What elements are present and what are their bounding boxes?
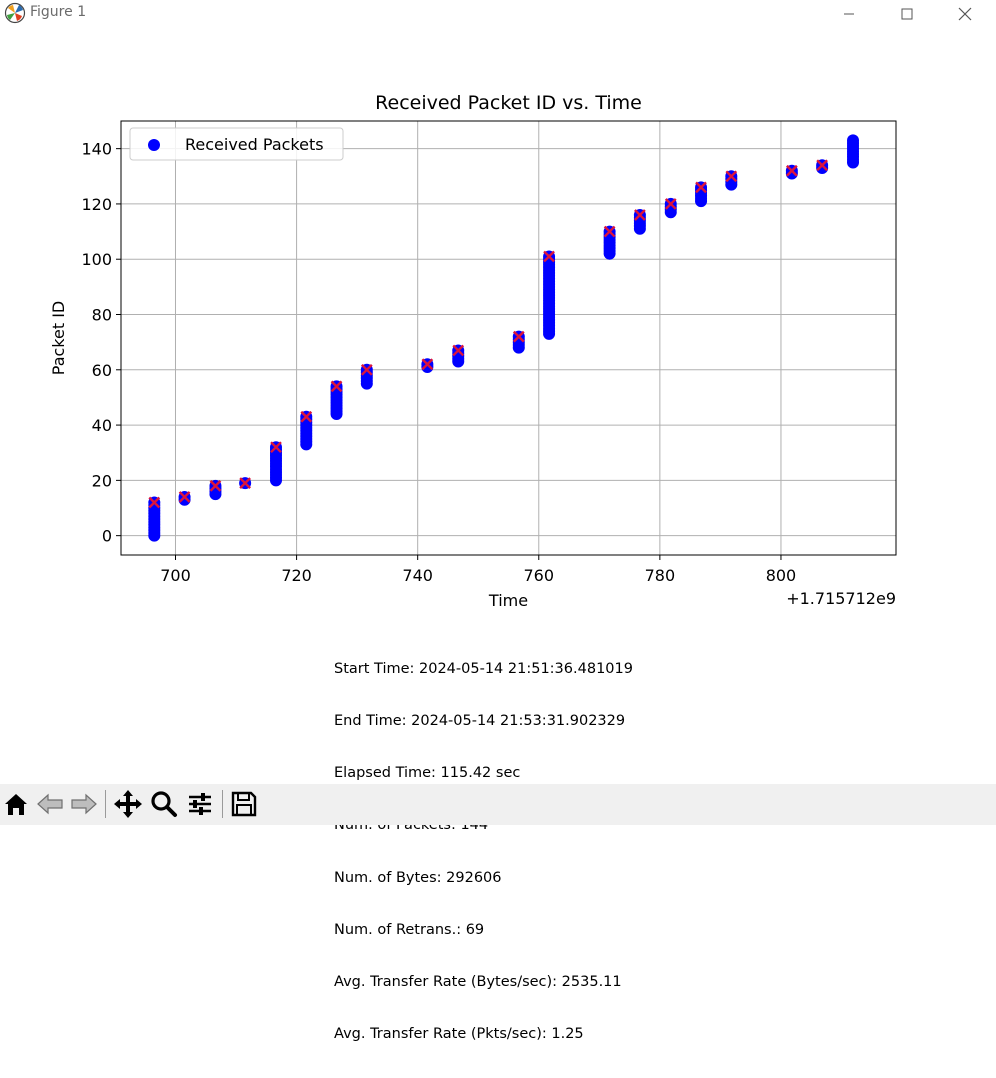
minimize-button[interactable]	[826, 0, 872, 28]
retransmitted-packet-point	[300, 410, 313, 423]
x-tick-label: 780	[645, 566, 676, 585]
y-tick-label: 0	[102, 527, 112, 546]
legend: Received Packets	[129, 127, 344, 161]
save-floppy-icon	[231, 791, 257, 817]
pan-button[interactable]	[112, 788, 144, 820]
retransmitted-packet-point	[603, 225, 616, 238]
forward-button[interactable]	[68, 788, 100, 820]
close-button[interactable]	[942, 0, 988, 28]
y-axis-label: Packet ID	[49, 301, 68, 375]
scatter-chart: 700 720 740 760 780 800 0 20 40 60 80 100 120 140 Rec…	[49, 92, 897, 610]
x-axis-label: Time	[488, 591, 528, 610]
x-axis-offset-label: +1.715712e9	[786, 589, 896, 608]
x-tick-label: 720	[281, 566, 312, 585]
y-tick-label: 20	[92, 471, 112, 490]
retransmitted-packet-point	[209, 480, 222, 492]
stat-num-bytes: Num. of Bytes: 292606	[334, 869, 502, 886]
retransmitted-packet-point	[239, 477, 251, 489]
stat-avg-rate-bytes: Avg. Transfer Rate (Bytes/sec): 2535.11	[334, 974, 622, 991]
x-tick-label: 800	[766, 566, 797, 585]
back-button[interactable]	[34, 788, 66, 820]
legend-label-received-packets: Received Packets	[185, 135, 324, 154]
minimize-icon	[844, 13, 854, 15]
stat-avg-rate-pkts: Avg. Transfer Rate (Pkts/sec): 1.25	[334, 1026, 584, 1043]
pan-move-icon	[114, 790, 142, 818]
zoom-button[interactable]	[148, 788, 180, 820]
toolbar-separator	[222, 790, 223, 818]
retransmitted-packet-point	[786, 164, 798, 177]
home-icon	[5, 794, 27, 815]
subplot-sliders-icon	[189, 793, 211, 815]
window-titlebar: Figure 1	[0, 0, 996, 28]
retransmitted-packet-point	[512, 330, 525, 343]
received-packet-point	[847, 134, 860, 147]
stat-num-retrans: Num. of Retrans.: 69	[334, 921, 485, 938]
y-tick-label: 100	[81, 250, 112, 269]
y-tick-label: 140	[81, 140, 112, 159]
matplotlib-app-icon	[4, 2, 26, 24]
save-button[interactable]	[228, 788, 260, 820]
retransmitted-packet-point	[634, 209, 646, 221]
y-tick-label: 80	[92, 306, 112, 325]
subplots-button[interactable]	[184, 788, 216, 820]
axis-ticks: 700 720 740 760 780 800 0 20 40 60 80 100 120 140	[81, 140, 796, 585]
retransmitted-packet-point	[178, 491, 191, 503]
toolbar-separator	[105, 790, 106, 818]
close-icon	[958, 7, 972, 21]
grid-lines	[121, 121, 896, 555]
stat-elapsed-time: Elapsed Time: 115.42 sec	[334, 765, 521, 782]
window-title: Figure 1	[30, 4, 87, 20]
plot-frame	[120, 120, 897, 556]
x-tick-label: 700	[160, 566, 191, 585]
retransmitted-packet-point	[452, 344, 465, 357]
y-tick-label: 60	[92, 361, 112, 380]
retransmitted-packet-point	[421, 358, 434, 371]
stat-end-time: End Time: 2024-05-14 21:53:31.902329	[334, 713, 626, 730]
back-arrow-icon	[37, 793, 63, 815]
stat-start-time: Start Time: 2024-05-14 21:51:36.481019	[334, 660, 633, 677]
statistics-text: Start Time: 2024-05-14 21:51:36.481019 E…	[334, 626, 633, 1078]
forward-arrow-icon	[71, 793, 97, 815]
y-tick-label: 120	[81, 195, 112, 214]
maximize-button[interactable]	[884, 0, 930, 28]
legend-marker-received-packets	[148, 139, 160, 151]
y-tick-label: 40	[92, 416, 112, 435]
retransmitted-packet-point	[816, 159, 828, 172]
retransmitted-packet-point	[330, 380, 343, 393]
zoom-magnifier-icon	[151, 791, 177, 817]
retransmitted-packet-point	[360, 363, 373, 376]
figure-canvas[interactable]: 700 720 740 760 780 800 0 20 40 60 80 100 120 140 Rec…	[0, 29, 996, 1042]
legend-box	[129, 127, 344, 161]
navigation-toolbar	[0, 784, 996, 825]
chart-title: Received Packet ID vs. Time	[375, 92, 642, 114]
retransmitted-packet-point	[543, 250, 555, 263]
retransmitted-packet-point	[725, 170, 738, 183]
chart-marks	[148, 134, 860, 542]
x-tick-label: 760	[524, 566, 555, 585]
retransmitted-packet-point	[270, 441, 282, 454]
retransmitted-packet-point	[148, 496, 161, 509]
x-tick-label: 740	[402, 566, 433, 585]
maximize-icon	[901, 8, 913, 20]
home-button[interactable]	[0, 788, 32, 820]
retransmitted-packet-point	[695, 181, 707, 194]
retransmitted-packet-point	[664, 198, 677, 210]
